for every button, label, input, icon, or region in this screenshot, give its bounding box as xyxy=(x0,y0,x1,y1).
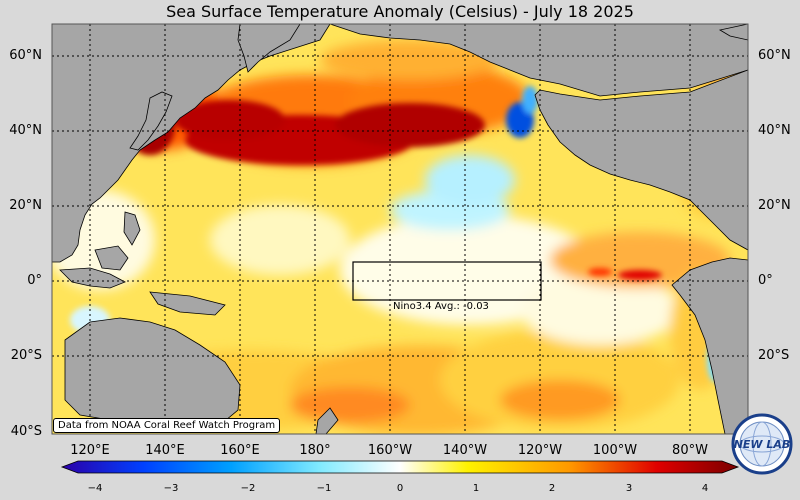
lon-label: 80°W xyxy=(672,443,708,458)
colorbar-tick-label: 3 xyxy=(625,483,633,494)
lat-label-right: 20°S xyxy=(758,348,790,363)
lat-label-left: 20°S xyxy=(10,348,42,363)
indonesia-landmass xyxy=(59,267,126,289)
map-title: Sea Surface Temperature Anomaly (Celsius… xyxy=(166,2,634,21)
new-guinea-landmass xyxy=(149,291,226,316)
lon-label: 120°E xyxy=(70,443,110,458)
alaska-landmass xyxy=(329,24,748,97)
colorbar-tick-label: 0 xyxy=(396,483,404,494)
lat-label-left: 0° xyxy=(27,273,42,288)
colorbar-tick-label: 1 xyxy=(472,483,480,494)
borneo-landmass xyxy=(94,245,129,271)
land-masses xyxy=(52,24,748,434)
philippines-landmass xyxy=(123,211,141,246)
lat-label-right: 40°N xyxy=(758,123,791,138)
colorbar-tick-label: 4 xyxy=(701,483,709,494)
lon-label: 140°W xyxy=(442,443,488,458)
lat-label-left: 20°N xyxy=(9,198,42,213)
graticule xyxy=(52,24,748,434)
nino34-box xyxy=(352,261,542,301)
colorbar-tick-label: −4 xyxy=(87,483,103,494)
colorbar xyxy=(60,460,740,474)
map-area xyxy=(52,24,748,434)
lat-label-left: 40°N xyxy=(9,123,42,138)
map-frame xyxy=(51,23,749,435)
lat-label-right: 60°N xyxy=(758,48,791,63)
europe-landmass xyxy=(718,24,748,41)
lab-logo[interactable]: NEW LAB xyxy=(731,413,793,475)
colorbar-tick-label: −2 xyxy=(240,483,256,494)
nino34-average-label: Nino3.4 Avg.: -0.03 xyxy=(393,301,489,312)
lat-label-left: 40°S xyxy=(10,424,42,439)
lon-label: 180° xyxy=(299,443,331,458)
lat-label-right: 0° xyxy=(758,273,773,288)
new-zealand-landmass xyxy=(315,407,339,434)
asia-landmass xyxy=(52,24,331,263)
australia-landmass xyxy=(64,317,241,431)
svg-text:NEW LAB: NEW LAB xyxy=(734,438,791,451)
colorbar-tick-label: −3 xyxy=(163,483,179,494)
colorbar-tick-label: 2 xyxy=(548,483,556,494)
north-america-landmass xyxy=(534,69,748,251)
japan-landmass xyxy=(129,91,173,151)
colorbar-tick-label: −1 xyxy=(316,483,332,494)
data-credit-box: Data from NOAA Coral Reef Watch Program xyxy=(53,418,281,433)
lon-label: 160°E xyxy=(220,443,260,458)
lon-label: 100°W xyxy=(592,443,638,458)
lat-label-right: 20°N xyxy=(758,198,791,213)
south-america-landmass xyxy=(671,257,748,434)
lat-label-left: 60°N xyxy=(9,48,42,63)
lon-label: 120°W xyxy=(517,443,563,458)
lon-label: 160°W xyxy=(367,443,413,458)
lon-label: 140°E xyxy=(145,443,185,458)
